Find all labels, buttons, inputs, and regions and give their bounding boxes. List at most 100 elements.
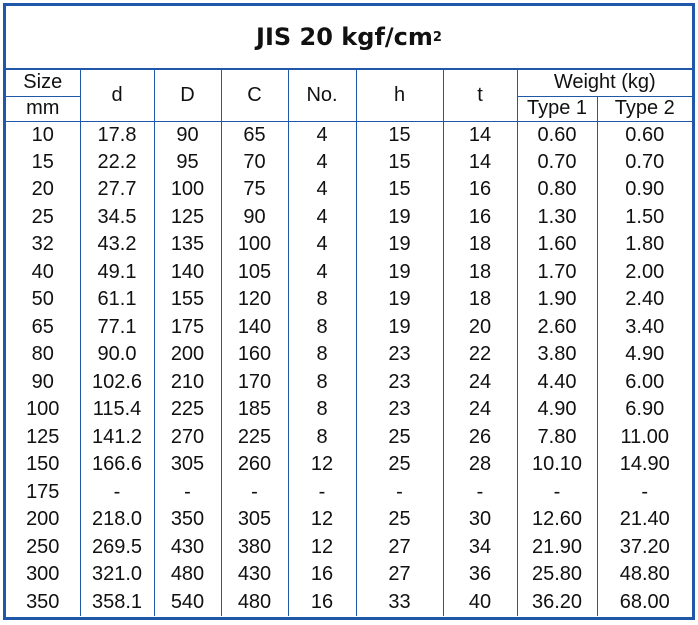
header-cell: No.: [288, 70, 357, 122]
data-cell: 140: [154, 258, 222, 286]
data-cell: 19: [356, 231, 444, 259]
data-cell: -: [641, 480, 649, 503]
row: 175- - - - - - - -: [6, 478, 692, 506]
data-cell: -: [288, 478, 357, 506]
data-cell: 48.80: [619, 563, 670, 586]
header-cell: Type 2: [597, 96, 693, 122]
row: 90 102.6 210 170 8 23 24 4.40 6.00: [6, 368, 692, 396]
row: 25 34.5 125 90 4 19 16 1.30 1.50: [6, 203, 692, 231]
data-cell: 14: [443, 148, 518, 176]
data-cell: 70: [221, 148, 289, 176]
data-cell: 10.10: [517, 451, 598, 479]
data-cell: 4.40: [517, 368, 598, 396]
data-cell: 210: [154, 368, 222, 396]
data-cell: 8: [288, 396, 357, 424]
data-cell: 170: [221, 368, 289, 396]
data-cell: 34.5: [80, 203, 155, 231]
data-cell: 65: [6, 313, 81, 341]
data-cell: 25: [356, 451, 444, 479]
data-cell: 218.0: [80, 506, 155, 534]
data-cell: 16: [288, 561, 357, 589]
row: Size d D C No. h t Weight (kg): [6, 70, 693, 122]
data-cell: 270: [154, 423, 222, 451]
data-cell: 0.80: [517, 176, 598, 204]
data-cell: 77.1: [80, 313, 155, 341]
data-cell: 19: [356, 286, 444, 314]
data-cell: 21.40: [619, 508, 670, 531]
data-cell: 160: [221, 341, 289, 369]
table: Size d D C No. h t Weight (kg) mm Type 1 Type 2 10 1…: [6, 70, 693, 616]
data-cell: 22.2: [80, 148, 155, 176]
data-cell: 1.80: [625, 233, 665, 256]
data-cell: 26: [443, 423, 518, 451]
data-cell: 115.4: [80, 396, 155, 424]
data-cell: 3.40: [625, 315, 665, 338]
data-cell: -: [80, 478, 155, 506]
data-cell: 19: [356, 258, 444, 286]
data-cell: 4.90: [625, 343, 665, 366]
row: mm Type 1 Type 2: [6, 96, 693, 122]
data-cell: 90.0: [80, 341, 155, 369]
data-cell: 12: [288, 533, 357, 561]
data-cell: 2.00: [625, 260, 665, 283]
data-cell: 125: [154, 203, 222, 231]
data-cell: 0.60: [625, 123, 665, 146]
data-cell: 155: [154, 286, 222, 314]
data-cell: 4: [288, 121, 357, 149]
data-cell: 15: [356, 148, 444, 176]
row: 125 141.2 270 225 8 25 26 7.80 11.00: [6, 423, 692, 451]
data-cell: 6.00: [625, 370, 665, 393]
data-cell: 27.7: [80, 176, 155, 204]
data-cell: 14.90: [619, 453, 670, 476]
data-cell: 540: [154, 588, 222, 616]
data-cell: 321.0: [80, 561, 155, 589]
data-cell: 8: [288, 313, 357, 341]
data-cell: 380: [221, 533, 289, 561]
data-cell: 8: [288, 423, 357, 451]
data-cell: 23: [356, 341, 444, 369]
data-cell: 32: [6, 231, 81, 259]
data-cell: 90: [6, 368, 81, 396]
data-cell: 1.50: [625, 205, 665, 228]
header-cell: Weight (kg): [517, 70, 693, 97]
data-cell: 1.90: [517, 286, 598, 314]
data-cell: 305: [154, 451, 222, 479]
data-cell: 16: [443, 203, 518, 231]
data-cell: 40: [6, 258, 81, 286]
data-cell: 19: [356, 313, 444, 341]
data-cell: -: [221, 478, 289, 506]
data-cell: 25.80: [517, 561, 598, 589]
data-cell: 4: [288, 203, 357, 231]
data-cell: 1.30: [517, 203, 598, 231]
data-cell: 225: [221, 423, 289, 451]
data-cell: 350: [6, 588, 81, 616]
data-cell: 36: [443, 561, 518, 589]
data-cell: 20: [6, 176, 81, 204]
data-cell: 20: [443, 313, 518, 341]
data-cell: 68.00: [619, 590, 670, 613]
header-cell: Type 1: [517, 96, 598, 122]
data-cell: 37.20: [619, 535, 670, 558]
data-cell: 49.1: [80, 258, 155, 286]
data-cell: 358.1: [80, 588, 155, 616]
data-cell: 6.90: [625, 398, 665, 421]
row: 300 321.0 480 430 16 27 36 25.80 48.80: [6, 561, 692, 589]
data-cell: 269.5: [80, 533, 155, 561]
data-cell: 100: [6, 396, 81, 424]
row: 100 115.4 225 185 8 23 24 4.90 6.90: [6, 396, 692, 424]
data-cell: 90: [221, 203, 289, 231]
data-cell: 27: [356, 561, 444, 589]
data-cell: 22: [443, 341, 518, 369]
data-cell: 25: [356, 423, 444, 451]
data-cell: 19: [356, 203, 444, 231]
data-cell: 12: [288, 506, 357, 534]
header-cell: d: [80, 70, 155, 122]
data-cell: 17.8: [80, 121, 155, 149]
row: 10 17.8 90 65 4 15 14 0.60 0.60: [6, 121, 692, 149]
title: JIS 20 kgf/cm 2: [6, 6, 692, 70]
data-cell: 30: [443, 506, 518, 534]
data-cell: 8: [288, 286, 357, 314]
data-cell: 175: [154, 313, 222, 341]
data-cell: 140: [221, 313, 289, 341]
data-cell: 95: [154, 148, 222, 176]
